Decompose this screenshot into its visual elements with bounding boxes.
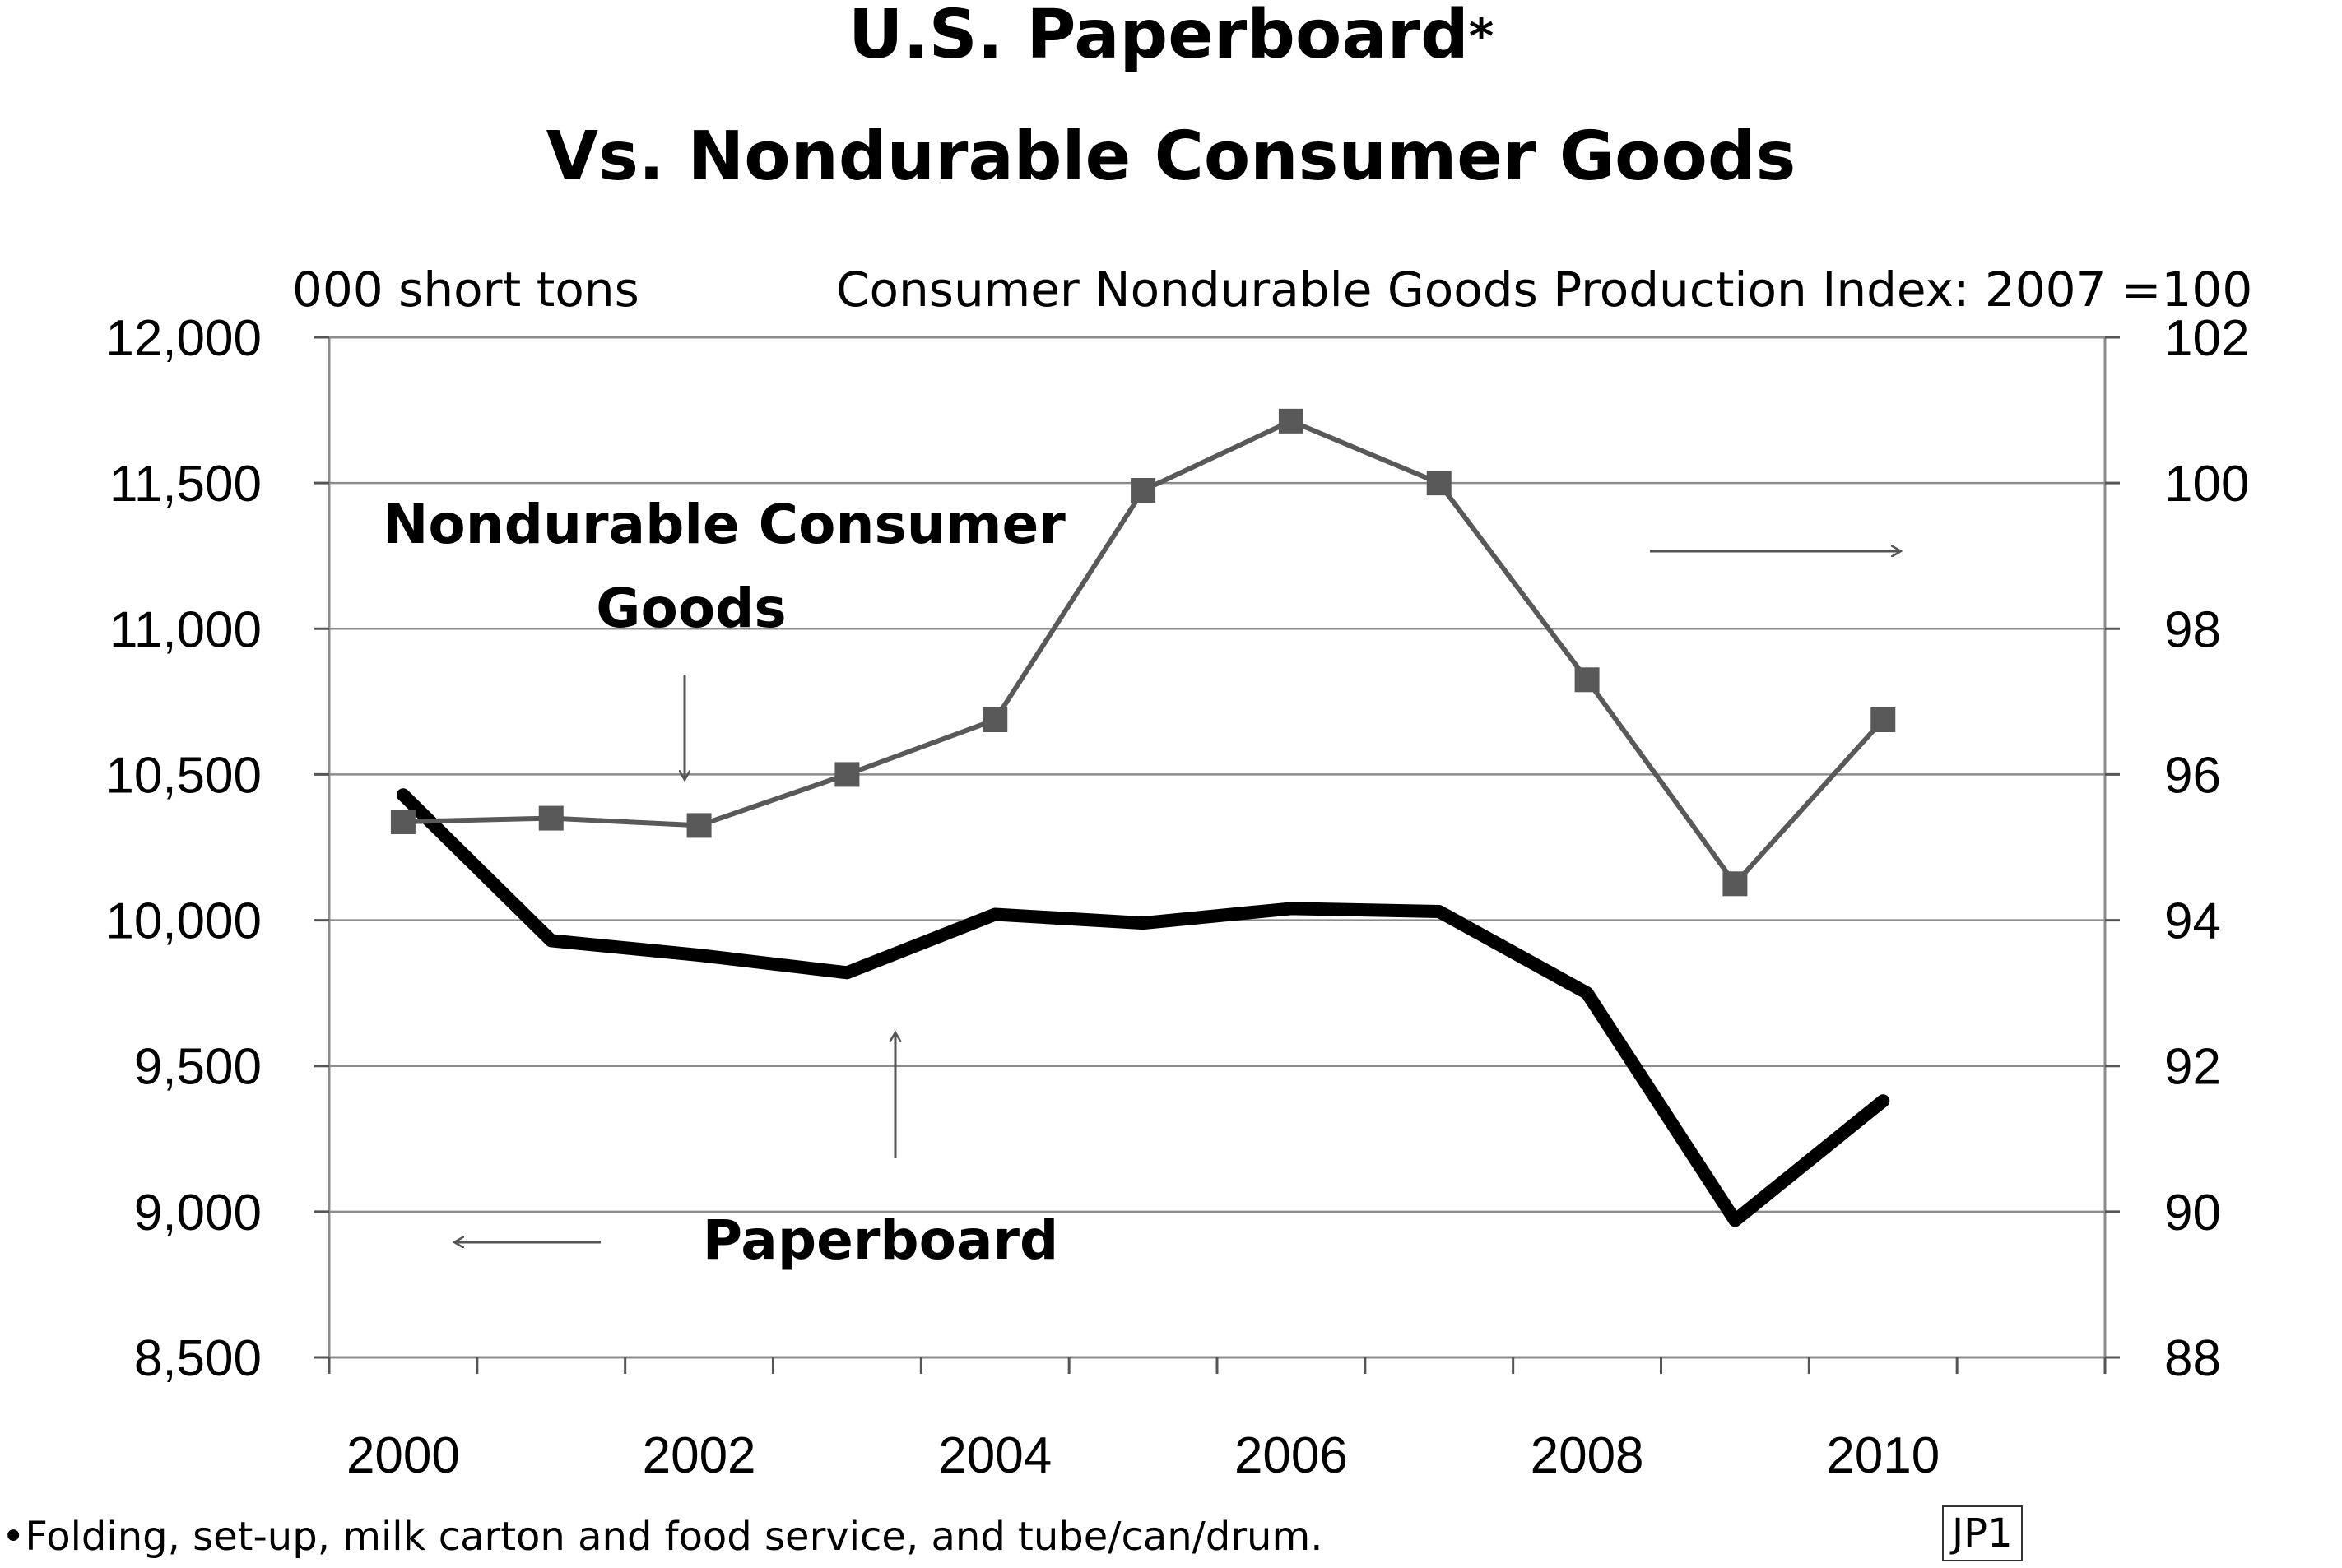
left-axis-unit: 000 short tons: [292, 262, 639, 318]
nondurable-marker: [686, 813, 712, 838]
left-axis-tick-label: 12,000: [105, 310, 262, 367]
nondurable-marker: [1426, 471, 1452, 496]
nondurable-marker: [1131, 478, 1156, 503]
right-axis-tick-label: 94: [2164, 893, 2221, 950]
title-asterisk: *: [1469, 8, 1494, 64]
x-axis-tick-label: 2002: [643, 1427, 756, 1484]
right-axis-tick-label: 96: [2164, 747, 2221, 804]
nondurable-marker: [1870, 707, 1896, 732]
tick-labels: 12,000 11,500 11,000 10,500 10,000 9,500 9,000…: [105, 310, 2249, 1484]
nondurable-marker: [1278, 408, 1303, 434]
series-layer: [390, 408, 1896, 1227]
nondurable-label-line1: Nondurable Consumer: [383, 493, 1066, 556]
footnote: •Folding, set-up, milk carton and food s…: [2, 1514, 1323, 1560]
chart-code: JP1: [1942, 1505, 2023, 1561]
right-axis-tick-label: 90: [2164, 1185, 2221, 1241]
gridlines: [329, 481, 2105, 1213]
x-axis-tick-label: 2000: [346, 1427, 460, 1484]
chart-subtitle: Vs. Nondurable Consumer Goods: [546, 118, 1796, 196]
nondurable-marker: [983, 707, 1008, 732]
chart-title: U.S. Paperboard*: [848, 0, 1494, 74]
plot-frame: [328, 336, 2107, 1359]
paperboard-line: [396, 788, 1890, 1227]
right-axis-tick-label: 88: [2164, 1330, 2221, 1387]
left-axis-tick-label: 11,500: [109, 456, 262, 513]
left-axis-tick-label: 9,000: [134, 1185, 262, 1241]
nondurable-marker: [834, 762, 860, 787]
x-axis-tick-label: 2006: [1234, 1427, 1348, 1484]
nondurable-marker: [1574, 667, 1600, 693]
nondurable-marker: [538, 805, 564, 831]
x-axis-tick-label: 2010: [1826, 1427, 1940, 1484]
right-axis-tick-label: 92: [2164, 1039, 2221, 1096]
x-axis-tick-label: 2004: [938, 1427, 1052, 1484]
nondurable-marker: [390, 810, 416, 834]
nondurable-marker: [1722, 871, 1748, 897]
left-axis-tick-label: 10,500: [105, 747, 262, 804]
right-axis-unit: Consumer Nondurable Goods Production Ind…: [836, 262, 2252, 318]
nondurable-label-line2: Goods: [596, 577, 786, 640]
left-axis-tick-label: 10,000: [105, 893, 262, 950]
right-axis-tick-label: 102: [2164, 310, 2249, 367]
left-axis-tick-label: 8,500: [134, 1330, 262, 1387]
paperboard-label: Paperboard: [703, 1208, 1059, 1272]
right-axis-tick-label: 98: [2164, 601, 2221, 658]
left-axis-tick-label: 11,000: [109, 601, 262, 658]
x-axis-tick-label: 2008: [1531, 1427, 1644, 1484]
right-axis-tick-label: 100: [2164, 456, 2249, 513]
left-axis-tick-label: 9,500: [134, 1039, 262, 1096]
axis-ticks: [314, 336, 2120, 1374]
